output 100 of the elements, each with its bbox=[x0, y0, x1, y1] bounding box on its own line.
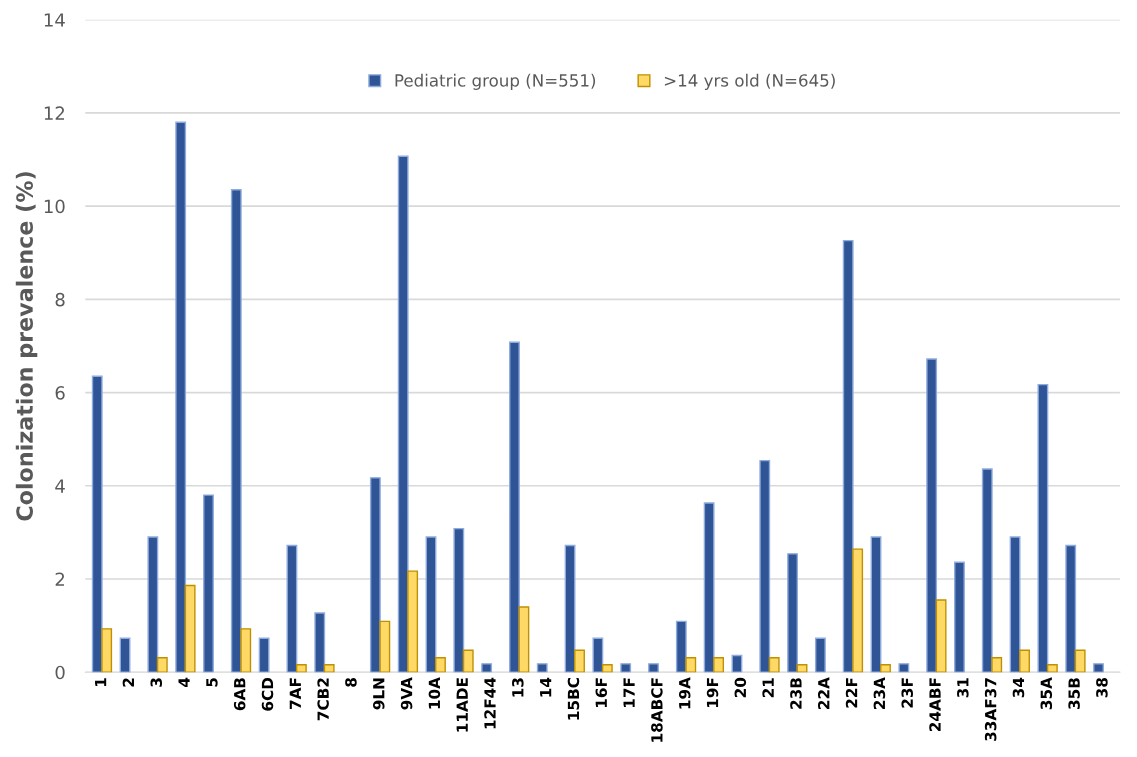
bar bbox=[675, 620, 687, 673]
x-tick-label: 2 bbox=[122, 678, 134, 687]
legend-label: >14 yrs old (N=645) bbox=[664, 73, 835, 90]
x-tick-label: 14 bbox=[540, 677, 552, 697]
x-tick-label: 19A bbox=[678, 677, 691, 709]
bar bbox=[564, 544, 576, 673]
x-tick-label: 6AB bbox=[233, 678, 246, 711]
legend-label: Pediatric group (N=551) bbox=[395, 73, 596, 90]
bar bbox=[592, 637, 604, 673]
bar bbox=[379, 620, 391, 673]
bar bbox=[203, 494, 214, 673]
bar bbox=[240, 628, 252, 673]
bar bbox=[796, 664, 808, 673]
x-tick-label: 8 bbox=[345, 678, 357, 687]
x-tick-label: 11ADE bbox=[456, 678, 468, 732]
bar bbox=[620, 663, 632, 673]
bar bbox=[481, 663, 493, 673]
bar bbox=[731, 654, 743, 673]
y-tick-label: 6 bbox=[55, 386, 65, 400]
bar bbox=[407, 570, 419, 673]
bar bbox=[991, 657, 1003, 673]
y-tick-label: 4 bbox=[55, 479, 65, 493]
bar bbox=[119, 637, 131, 673]
x-tick-label: 1 bbox=[95, 678, 107, 686]
x-tick-label: 18ABCF bbox=[651, 678, 663, 742]
bar bbox=[295, 664, 307, 673]
bar bbox=[852, 548, 864, 673]
y-tick-label: 2 bbox=[55, 572, 65, 586]
bar bbox=[91, 375, 103, 673]
bar bbox=[601, 664, 613, 673]
y-tick-label: 14 bbox=[44, 13, 65, 27]
bar bbox=[713, 657, 725, 673]
bar bbox=[1037, 383, 1049, 673]
bar bbox=[425, 536, 437, 673]
bar bbox=[935, 599, 947, 673]
y-tick-label: 0 bbox=[55, 665, 65, 680]
x-tick-label: 9LN bbox=[372, 678, 385, 710]
bar bbox=[175, 121, 187, 673]
bar bbox=[1009, 536, 1021, 673]
bar bbox=[787, 553, 799, 673]
bar bbox=[814, 637, 826, 673]
bar bbox=[453, 527, 465, 673]
bar bbox=[147, 536, 159, 673]
x-tick-label: 3 bbox=[150, 678, 163, 687]
y-axis-title: Colonization prevalence (%) bbox=[15, 172, 38, 521]
x-tick-label: 23B bbox=[790, 678, 802, 709]
x-tick-label: 20 bbox=[734, 677, 747, 698]
x-tick-label: 34 bbox=[1012, 677, 1025, 698]
x-tick-label: 15BC bbox=[567, 678, 580, 720]
y-tick-label: 12 bbox=[44, 106, 65, 120]
bar bbox=[156, 657, 168, 673]
bar bbox=[981, 468, 993, 673]
x-tick-label: 24ABF bbox=[929, 678, 941, 732]
bar bbox=[870, 536, 882, 673]
bar bbox=[184, 584, 196, 673]
x-tick-label: 17F bbox=[623, 678, 635, 708]
bar bbox=[880, 664, 891, 673]
bar bbox=[703, 502, 715, 673]
bar bbox=[101, 628, 113, 673]
bar bbox=[1019, 649, 1030, 673]
bar bbox=[323, 664, 335, 673]
x-tick-label: 33AF37 bbox=[984, 678, 997, 741]
bar bbox=[518, 606, 530, 673]
bar bbox=[685, 657, 697, 673]
bar bbox=[397, 155, 409, 673]
bar bbox=[509, 341, 520, 673]
bar bbox=[435, 657, 446, 673]
x-tick-label: 10A bbox=[428, 677, 441, 709]
x-tick-label: 19F bbox=[706, 678, 719, 708]
x-tick-label: 7CB2 bbox=[317, 678, 329, 721]
bar bbox=[536, 663, 548, 673]
x-tick-label: 4 bbox=[178, 677, 190, 688]
bar bbox=[954, 561, 965, 673]
x-tick-label: 23A bbox=[873, 677, 886, 709]
bar bbox=[759, 459, 771, 673]
bar bbox=[768, 657, 780, 673]
bar bbox=[230, 189, 242, 673]
x-tick-label: 22F bbox=[845, 678, 858, 708]
bar bbox=[1074, 649, 1086, 673]
bar bbox=[648, 663, 659, 673]
bar bbox=[462, 649, 474, 673]
bar bbox=[369, 477, 381, 673]
x-tick-label: 38 bbox=[1096, 678, 1108, 698]
x-tick-label: 16F bbox=[595, 678, 608, 708]
x-tick-label: 5 bbox=[206, 678, 218, 687]
bar bbox=[574, 649, 585, 673]
bar bbox=[286, 544, 298, 673]
x-tick-label: 6CD bbox=[261, 677, 274, 711]
x-tick-label: 23F bbox=[901, 678, 913, 708]
x-tick-label: 35B bbox=[1068, 678, 1080, 709]
x-tick-label: 12F44 bbox=[484, 677, 496, 729]
x-tick-label: 35A bbox=[1040, 677, 1053, 710]
bar bbox=[314, 612, 326, 673]
bar bbox=[926, 358, 938, 673]
bar bbox=[258, 637, 270, 673]
y-tick-label: 10 bbox=[44, 199, 65, 214]
bar bbox=[1093, 663, 1104, 673]
bar bbox=[1065, 544, 1077, 673]
x-tick-label: 7AF bbox=[289, 678, 301, 709]
bar bbox=[1046, 664, 1058, 673]
